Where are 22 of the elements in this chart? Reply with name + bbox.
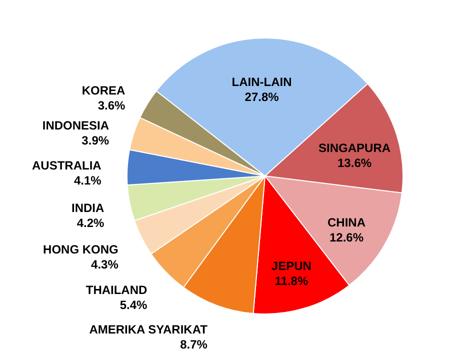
data-label: 4.1% bbox=[74, 174, 102, 188]
data-label: 5.4% bbox=[120, 298, 148, 312]
data-label: 27.8% bbox=[244, 90, 280, 104]
slice-label: LAIN-LAIN bbox=[232, 75, 292, 90]
data-label: 12.6% bbox=[329, 230, 364, 245]
data-label: 3.6% bbox=[98, 98, 126, 112]
slice-label: INDONESIA bbox=[42, 118, 110, 132]
data-label: 13.6% bbox=[338, 156, 372, 170]
data-label: 4.3% bbox=[91, 257, 119, 272]
slice-label: AUSTRALIA bbox=[32, 158, 102, 173]
slice-label: JEPUN bbox=[271, 259, 312, 274]
slice-label: HONG KONG bbox=[43, 242, 118, 256]
data-label: 3.9% bbox=[82, 133, 110, 148]
slice-label: KOREA bbox=[82, 83, 126, 98]
slice-label: THAILAND bbox=[86, 283, 148, 298]
slice-label: CHINA bbox=[327, 216, 366, 230]
data-label: 4.2% bbox=[76, 216, 105, 230]
data-label: 11.8% bbox=[274, 274, 308, 288]
slice-label: AMERIKA SYARIKAT bbox=[89, 322, 208, 337]
slice-label: INDIA bbox=[72, 201, 105, 216]
data-label: 8.7% bbox=[180, 338, 208, 350]
slice-label: SINGAPURA bbox=[318, 140, 391, 155]
